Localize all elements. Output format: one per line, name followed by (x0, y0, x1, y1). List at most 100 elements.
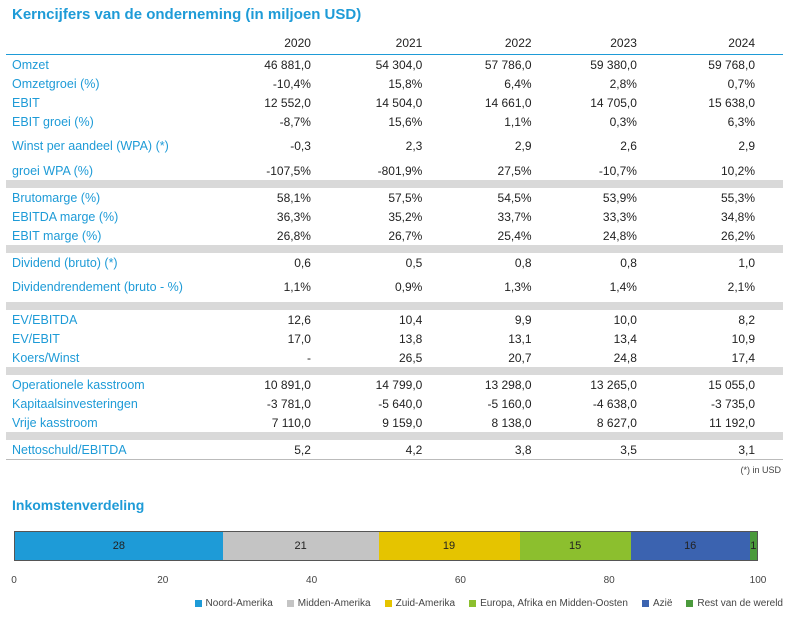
table-row: Winst per aandeel (WPA) (*) -0,3 2,3 2,9 2,6… (6, 131, 783, 161)
bar-segment: 19 (378, 532, 520, 560)
row-value: 2,1% (727, 280, 755, 294)
row-value: -5 160,0 (487, 396, 532, 411)
axis-tick-label: 40 (306, 575, 318, 586)
row-value: 26,7% (388, 228, 423, 243)
row-value: 46 881,0 (264, 57, 311, 72)
row-value: 2,9 (514, 139, 532, 153)
row-label: Kapitaalsinvesteringen (12, 396, 138, 411)
table-row: EBIT 12 552,0 14 504,0 14 661,0 14 705,0 15 6… (6, 93, 783, 112)
row-value: 2,9 (738, 139, 755, 153)
row-value: -5 640,0 (378, 396, 423, 411)
row-value: 26,8% (276, 228, 311, 243)
row-value: -8,7% (279, 114, 311, 129)
bar-segment: 1 (749, 532, 757, 560)
row-value: 15,6% (388, 114, 423, 129)
row-value: 13,1 (508, 331, 532, 346)
table-row: Brutomarge (%) 58,1% 57,5% 54,5% 53,9% 55,3% (6, 188, 783, 207)
row-value: 17,4 (731, 350, 755, 365)
row-value: 26,5 (398, 350, 423, 365)
row-value: 8 138,0 (491, 415, 532, 430)
row-value: -0,3 (290, 139, 311, 153)
stacked-bar: 28 21 19 15 16 1 (14, 531, 758, 561)
row-value: -4 638,0 (592, 396, 637, 411)
row-value: 4,2 (405, 442, 423, 457)
legend-label: Noord-Amerika (205, 598, 273, 609)
table-row: EBIT groei (%) -8,7% 15,6% 1,1% 0,3% 6,3% (6, 112, 783, 131)
row-value: 0,9% (394, 280, 423, 294)
row-label: Brutomarge (%) (12, 190, 101, 205)
chart-title: Inkomstenverdeling (12, 497, 145, 513)
table-row: EBIT marge (%) 26,8% 26,7% 25,4% 24,8% 26,2% (6, 226, 783, 245)
row-value: 36,3% (276, 209, 311, 224)
row-value: 15 055,0 (708, 377, 755, 392)
row-value: 10,4 (398, 312, 423, 327)
bar-segment: 15 (519, 532, 631, 560)
row-label: EBIT marge (%) (12, 228, 102, 243)
row-value: 54,5% (497, 190, 532, 205)
table-header-row: 2020 2021 2022 2023 2024 (6, 32, 783, 54)
row-value: 12 552,0 (264, 95, 311, 110)
row-value: 1,1% (504, 114, 532, 129)
row-label: Nettoschuld/EBITDA (12, 442, 127, 457)
row-label: EBIT groei (%) (12, 114, 94, 129)
row-value: 10,0 (613, 312, 637, 327)
row-value: 3,5 (620, 442, 637, 457)
row-value: 14 705,0 (590, 95, 637, 110)
row-label: Omzet (12, 57, 49, 72)
group-separator (6, 302, 783, 310)
segment-label: 19 (442, 540, 456, 552)
group-separator (6, 180, 783, 188)
row-value: -3 781,0 (266, 396, 311, 411)
header-divider (6, 54, 783, 55)
row-value: 2,6 (620, 139, 637, 153)
row-value: -10,7% (598, 163, 637, 178)
row-value: 0,6 (294, 255, 311, 270)
row-value: 13 265,0 (590, 377, 637, 392)
row-value: 7 110,0 (271, 415, 311, 430)
row-label: groei WPA (%) (12, 163, 94, 178)
row-value: 9 159,0 (382, 415, 423, 430)
row-value: 0,3% (609, 114, 637, 129)
row-value: 14 799,0 (375, 377, 423, 392)
row-label: EBIT (12, 95, 40, 110)
row-value: -3 735,0 (710, 396, 755, 411)
row-value: 58,1% (276, 190, 311, 205)
row-value: 35,2% (388, 209, 423, 224)
legend-label: Europa, Afrika en Midden-Oosten (480, 598, 628, 609)
row-value: 15,8% (388, 76, 423, 91)
row-label: EV/EBITDA (12, 312, 78, 327)
row-value: 14 504,0 (375, 95, 423, 110)
bar-segment: 16 (630, 532, 750, 560)
row-value: 10 891,0 (264, 377, 311, 392)
segment-label: 21 (294, 540, 307, 552)
row-value: 0,7% (727, 76, 755, 91)
row-value: -10,4% (272, 76, 311, 91)
year-header: 2024 (728, 36, 755, 50)
legend-swatch (286, 600, 294, 607)
row-value: 2,8% (609, 76, 637, 91)
legend-item: Noord-Amerika (194, 598, 273, 609)
row-value: 26,2% (720, 228, 755, 243)
table-row: EV/EBIT 17,0 13,8 13,1 13,4 10,9 (6, 329, 783, 348)
row-value: 3,1 (738, 442, 755, 457)
legend-item: Rest van de wereld (686, 598, 783, 609)
table-row: Operationele kasstroom 10 891,0 14 799,0 13… (6, 375, 783, 394)
legend-swatch (686, 600, 694, 607)
legend-swatch (194, 600, 202, 607)
row-value: 57 786,0 (484, 57, 532, 72)
row-value: 24,8 (613, 350, 637, 365)
legend-item: Europa, Afrika en Midden-Oosten (469, 598, 628, 609)
row-label: Vrije kasstroom (12, 415, 98, 430)
legend-item: Azië (641, 598, 672, 609)
bar-segment: 28 (15, 532, 223, 560)
table-row: Omzetgroei (%) -10,4% 15,8% 6,4% 2,8% 0,7% (6, 74, 783, 93)
table-row: Dividend (bruto) (*) 0,6 0,5 0,8 0,8 1,0 (6, 253, 783, 272)
legend-swatch (641, 600, 649, 607)
row-value: 13,4 (613, 331, 637, 346)
header-label-cell (6, 32, 183, 54)
row-value: 12,6 (287, 312, 311, 327)
row-value: 0,8 (620, 255, 637, 270)
row-label: Operationele kasstroom (12, 377, 145, 392)
table-row: Nettoschuld/EBITDA 5,2 4,2 3,8 3,5 3,1 (6, 440, 783, 459)
row-value: 55,3% (720, 190, 755, 205)
